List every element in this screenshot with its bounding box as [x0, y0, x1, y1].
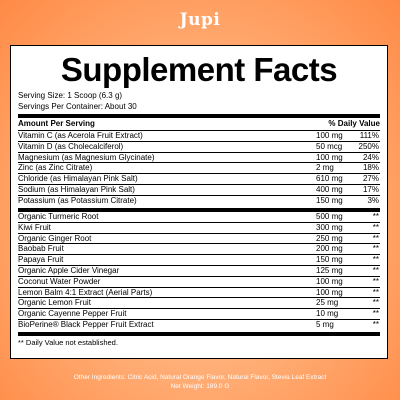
nutrient-row: Vitamin C (as Acerola Fruit Extract) 100 …: [18, 131, 380, 142]
vitamins-minerals-list: Vitamin C (as Acerola Fruit Extract) 100 …: [18, 131, 380, 207]
nutrient-daily-value: **: [372, 222, 379, 232]
botanicals-list: Organic Turmeric Root 500 mg ** Kiwi Fruit 3…: [18, 212, 380, 331]
nutrient-row: Lemon Balm 4:1 Extract (Aerial Parts) 100…: [18, 288, 380, 299]
nutrient-daily-value: **: [372, 298, 379, 308]
other-ingredients: Other Ingredients: Citric Acid, Natural …: [73, 374, 327, 381]
nutrient-daily-value: 17%: [362, 184, 379, 194]
nutrient-daily-value: 27%: [362, 174, 379, 184]
nutrient-amount: 200 mg: [316, 244, 343, 254]
nutrient-name: Potassium (as Potassium Citrate): [18, 195, 137, 205]
servings-per-container: Servings Per Container: About 30: [18, 102, 137, 111]
nutrient-daily-value: **: [372, 309, 379, 319]
nutrient-amount: 100 mg: [316, 287, 343, 297]
nutrient-name: BioPerine® Black Pepper Fruit Extract: [18, 319, 154, 329]
nutrient-row: Vitamin D (as Cholecalciferol) 50 mcg 250%: [18, 142, 380, 153]
nutrient-amount: 10 mg: [316, 309, 339, 319]
header-divider: [18, 130, 380, 131]
column-header: Amount Per Serving % Daily Value: [18, 119, 380, 129]
brand-logo: Jupi: [179, 10, 221, 30]
nutrient-row: Organic Ginger Root 250 mg **: [18, 234, 380, 245]
nutrient-amount: 100 mg: [316, 152, 343, 162]
nutrient-name: Sodium (as Himalayan Pink Salt): [18, 184, 135, 194]
nutrient-amount: 100 mg: [316, 131, 343, 140]
footnote: ** Daily Value not established.: [18, 338, 118, 347]
nutrient-name: Kiwi Fruit: [18, 222, 51, 232]
nutrient-row: Organic Lemon Fruit 25 mg **: [18, 298, 380, 310]
nutrient-row: BioPerine® Black Pepper Fruit Extract 5 m…: [18, 320, 380, 331]
nutrient-name: Coconut Water Powder: [18, 276, 101, 286]
nutrient-row: Kiwi Fruit 300 mg **: [18, 223, 380, 234]
nutrient-amount: 250 mg: [316, 233, 343, 243]
nutrient-row: Organic Cayenne Pepper Fruit 10 mg **: [18, 309, 380, 320]
nutrient-daily-value: **: [372, 319, 379, 329]
amount-per-serving-label: Amount Per Serving: [18, 119, 95, 128]
thick-divider-middle: [18, 208, 380, 212]
nutrient-row: Sodium (as Himalayan Pink Salt) 400 mg 17%: [18, 185, 380, 196]
nutrient-name: Organic Apple Cider Vinegar: [18, 265, 120, 275]
supplement-facts-panel: Supplement Facts Serving Size: 1 Scoop (…: [10, 45, 388, 359]
nutrient-amount: 500 mg: [316, 212, 343, 221]
other-ingredients-block: Other Ingredients: Citric Acid, Natural …: [0, 374, 400, 391]
nutrient-amount: 150 mg: [316, 255, 343, 265]
nutrient-amount: 610 mg: [316, 174, 343, 184]
nutrient-row: Zinc (as Zinc Citrate) 2 mg 18%: [18, 163, 380, 175]
nutrient-row: Organic Apple Cider Vinegar 125 mg **: [18, 266, 380, 277]
nutrient-amount: 5 mg: [316, 319, 334, 329]
panel-title: Supplement Facts: [60, 51, 338, 88]
nutrient-row: Coconut Water Powder 100 mg **: [18, 277, 380, 288]
nutrient-name: Zinc (as Zinc Citrate): [18, 163, 93, 173]
nutrient-daily-value: **: [372, 276, 379, 286]
nutrient-amount: 300 mg: [316, 222, 343, 232]
nutrient-amount: 100 mg: [316, 276, 343, 286]
nutrient-daily-value: 3%: [367, 195, 379, 205]
nutrient-daily-value: **: [372, 255, 379, 265]
daily-value-label: % Daily Value: [328, 119, 380, 128]
nutrient-daily-value: 250%: [358, 141, 379, 151]
nutrient-row: Organic Turmeric Root 500 mg **: [18, 212, 380, 223]
nutrient-row: Magnesium (as Magnesium Glycinate) 100 mg…: [18, 153, 380, 164]
nutrient-name: Lemon Balm 4:1 Extract (Aerial Parts): [18, 287, 153, 297]
nutrient-amount: 400 mg: [316, 184, 343, 194]
nutrient-daily-value: **: [372, 233, 379, 243]
nutrient-daily-value: 24%: [362, 152, 379, 162]
nutrient-amount: 150 mg: [316, 195, 343, 205]
thick-divider-bottom: [18, 332, 380, 336]
nutrient-name: Baobab Fruit: [18, 244, 64, 254]
nutrient-daily-value: 18%: [362, 163, 379, 173]
nutrient-row: Potassium (as Potassium Citrate) 150 mg 3%: [18, 196, 380, 207]
nutrient-amount: 50 mcg: [316, 141, 343, 151]
nutrient-daily-value: **: [372, 287, 379, 297]
nutrient-amount: 125 mg: [316, 265, 343, 275]
nutrient-row: Chloride (as Himalayan Pink Salt) 610 mg 2…: [18, 174, 380, 185]
serving-size: Serving Size: 1 Scoop (6.3 g): [18, 91, 123, 100]
nutrient-daily-value: **: [372, 212, 379, 221]
nutrient-name: Magnesium (as Magnesium Glycinate): [18, 152, 155, 162]
thick-divider-top: [18, 114, 380, 118]
nutrient-amount: 25 mg: [316, 298, 339, 308]
nutrient-daily-value: **: [372, 265, 379, 275]
nutrient-name: Organic Turmeric Root: [18, 212, 99, 221]
nutrient-name: Organic Cayenne Pepper Fruit: [18, 309, 127, 319]
nutrient-daily-value: 111%: [359, 131, 379, 140]
nutrient-name: Vitamin C (as Acerola Fruit Extract): [18, 131, 143, 140]
nutrient-name: Vitamin D (as Cholecalciferol): [18, 141, 124, 151]
nutrient-amount: 2 mg: [316, 163, 334, 173]
nutrient-daily-value: **: [372, 244, 379, 254]
nutrient-name: Organic Ginger Root: [18, 233, 92, 243]
nutrient-row: Baobab Fruit 200 mg **: [18, 244, 380, 256]
nutrient-name: Organic Lemon Fruit: [18, 298, 91, 308]
net-weight: Net Weight: 189.0 G: [170, 382, 230, 390]
nutrient-row: Papaya Fruit 150 mg **: [18, 255, 380, 266]
nutrient-name: Papaya Fruit: [18, 255, 64, 265]
nutrient-name: Chloride (as Himalayan Pink Salt): [18, 174, 138, 184]
